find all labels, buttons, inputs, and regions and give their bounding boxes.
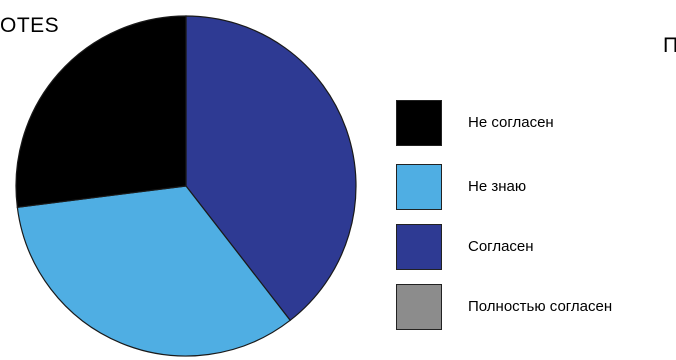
legend-label-dont-know: Не знаю bbox=[468, 178, 527, 195]
legend-label-agree: Согласен bbox=[468, 238, 534, 255]
pie-slice-0 bbox=[185, 15, 357, 322]
cut-off-heading: П bbox=[663, 34, 676, 57]
legend-swatch-disagree bbox=[396, 100, 442, 146]
pie-slice-1 bbox=[16, 185, 292, 357]
legend-swatch-dont-know bbox=[396, 164, 442, 210]
legend-swatch-fully-agree bbox=[396, 284, 442, 330]
chart-title-fragment: OTES bbox=[0, 14, 60, 37]
legend-label-fully-agree: Полностью согласен bbox=[468, 298, 613, 315]
pie-slice-2 bbox=[15, 15, 187, 208]
legend-swatch-agree bbox=[396, 224, 442, 270]
legend-label-disagree: Не согласен bbox=[468, 114, 554, 131]
